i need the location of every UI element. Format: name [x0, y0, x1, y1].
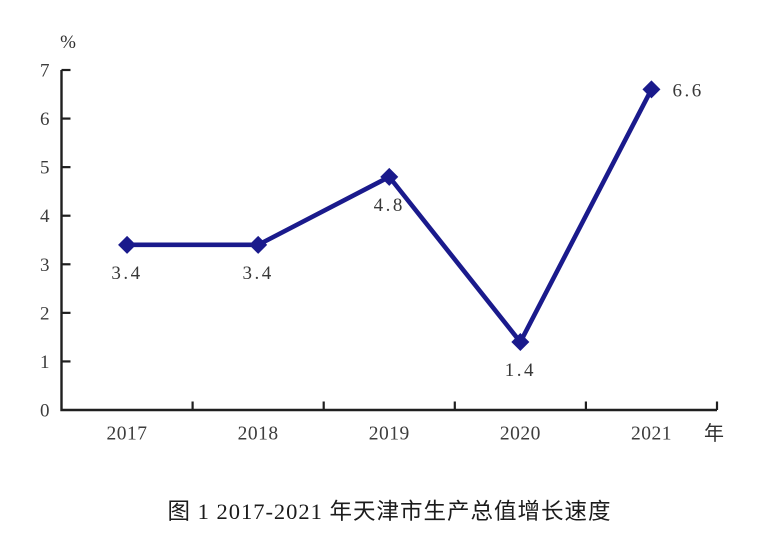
y-tick-label: 5	[40, 158, 50, 179]
y-tick-label: 6	[40, 109, 50, 130]
y-tick-label: 4	[40, 206, 50, 227]
data-label: 3.4	[243, 263, 274, 284]
x-tick-label: 2019	[369, 424, 410, 445]
data-point-marker	[642, 80, 661, 99]
x-tick-label: 2018	[238, 424, 279, 445]
y-tick-label: 1	[40, 352, 50, 373]
data-point-marker	[380, 167, 399, 186]
data-label: 6.6	[672, 80, 703, 101]
y-tick-label: 0	[40, 401, 50, 422]
axes	[60, 70, 717, 412]
y-tick-label: 7	[40, 61, 50, 82]
data-label: 4.8	[374, 195, 405, 216]
data-point-marker	[118, 235, 137, 254]
data-label: 3.4	[111, 263, 142, 284]
chart-svg: % 年 0 1 2 3 4 5 6 7 2017 2018 2019 2020 2021 3.4 3.4 4.…	[40, 32, 724, 445]
x-tick-label: 2021	[631, 424, 672, 445]
data-point-marker	[511, 333, 530, 351]
x-tick-label: 2020	[500, 424, 541, 445]
data-point-marker	[249, 235, 268, 254]
data-label: 1.4	[505, 360, 536, 381]
x-tick-label: 2017	[107, 424, 148, 445]
y-tick-label: 3	[40, 255, 50, 276]
figure-caption: 图 1 2017-2021 年天津市生产总值增长速度	[167, 499, 612, 524]
y-axis-unit-label: %	[60, 32, 76, 53]
y-tick-label: 2	[40, 303, 50, 324]
x-axis-unit-label: 年	[704, 422, 724, 445]
